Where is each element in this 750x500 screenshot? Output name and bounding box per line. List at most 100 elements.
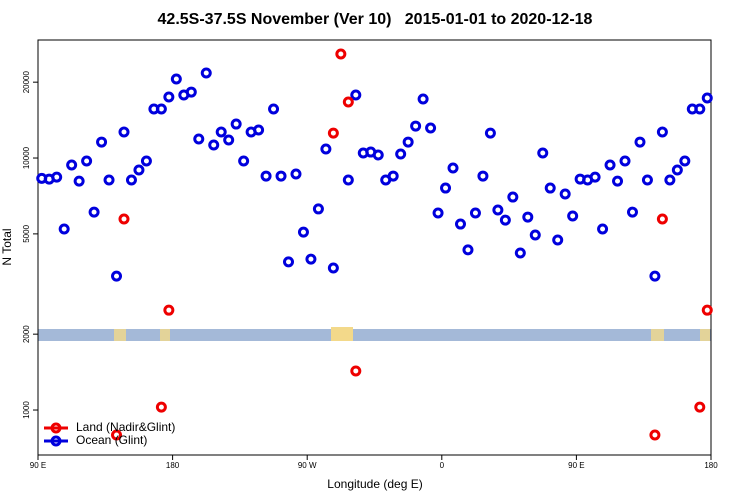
point <box>133 164 145 176</box>
point <box>111 270 123 282</box>
mask-land <box>651 329 664 341</box>
point <box>671 164 683 176</box>
point <box>312 203 324 215</box>
point <box>170 73 182 85</box>
point <box>656 213 668 225</box>
chart-title: 42.5S-37.5S November (Ver 10) 2015-01-01… <box>158 11 593 28</box>
point <box>283 256 295 268</box>
mask-land <box>160 329 170 341</box>
point <box>58 223 70 235</box>
mask-land <box>700 329 710 341</box>
land-mask <box>38 327 711 341</box>
point <box>81 155 93 167</box>
point <box>701 304 713 316</box>
point <box>410 120 422 132</box>
point <box>694 401 706 413</box>
point <box>522 211 534 223</box>
point <box>253 124 265 136</box>
point <box>499 214 511 226</box>
point <box>604 159 616 171</box>
point <box>350 365 362 377</box>
point <box>395 148 407 160</box>
point <box>589 171 601 183</box>
point <box>66 159 78 171</box>
point <box>641 174 653 186</box>
point <box>492 204 504 216</box>
point <box>656 126 668 138</box>
point <box>140 155 152 167</box>
point <box>96 136 108 148</box>
x-tick-label: 180 <box>704 461 718 470</box>
point <box>701 92 713 104</box>
point <box>163 91 175 103</box>
y-axis-title: N Total <box>0 228 14 265</box>
point <box>155 401 167 413</box>
point <box>155 103 167 115</box>
point <box>387 170 399 182</box>
mask-land <box>114 329 126 341</box>
point <box>327 127 339 139</box>
point <box>529 229 541 241</box>
legend-marker <box>50 422 62 434</box>
point <box>634 136 646 148</box>
y-tick-label: 10000 <box>22 146 31 169</box>
point <box>327 262 339 274</box>
point <box>372 149 384 161</box>
point <box>320 143 332 155</box>
point <box>88 206 100 218</box>
point <box>73 175 85 187</box>
point <box>559 188 571 200</box>
point <box>223 134 235 146</box>
point <box>626 206 638 218</box>
point <box>342 96 354 108</box>
x-tick-label: 90 E <box>30 461 46 470</box>
point <box>447 162 459 174</box>
x-tick-label: 90 E <box>568 461 584 470</box>
mask-land <box>331 327 353 341</box>
point <box>425 122 437 134</box>
point <box>342 174 354 186</box>
point <box>597 223 609 235</box>
point <box>297 226 309 238</box>
point <box>462 244 474 256</box>
point <box>230 118 242 130</box>
legend-marker <box>50 435 62 447</box>
point <box>567 210 579 222</box>
x-tick-label: 0 <box>440 461 445 470</box>
point <box>417 93 429 105</box>
point <box>649 270 661 282</box>
point <box>552 234 564 246</box>
point <box>111 429 123 441</box>
point <box>507 191 519 203</box>
legend-label: Land (Nadir&Glint) <box>76 420 175 434</box>
point <box>260 170 272 182</box>
point <box>335 48 347 60</box>
point <box>350 89 362 101</box>
point <box>215 126 227 138</box>
plot-frame <box>37 39 712 456</box>
point <box>163 304 175 316</box>
series-points <box>36 67 713 282</box>
point <box>544 182 556 194</box>
point <box>664 174 676 186</box>
point <box>537 147 549 159</box>
point <box>208 139 220 151</box>
point <box>125 174 137 186</box>
y-tick-label: 20000 <box>22 70 31 93</box>
point <box>305 253 317 265</box>
series-points <box>111 48 713 441</box>
point <box>432 207 444 219</box>
point <box>118 126 130 138</box>
point <box>514 247 526 259</box>
y-tick-label: 2000 <box>22 325 31 343</box>
point <box>268 103 280 115</box>
point <box>118 213 130 225</box>
point <box>193 133 205 145</box>
y-tick-label: 5000 <box>22 224 31 242</box>
mask-band <box>38 329 711 341</box>
x-axis-title: Longitude (deg E) <box>327 477 422 491</box>
point <box>402 136 414 148</box>
point <box>649 429 661 441</box>
x-tick-label: 90 W <box>298 461 317 470</box>
